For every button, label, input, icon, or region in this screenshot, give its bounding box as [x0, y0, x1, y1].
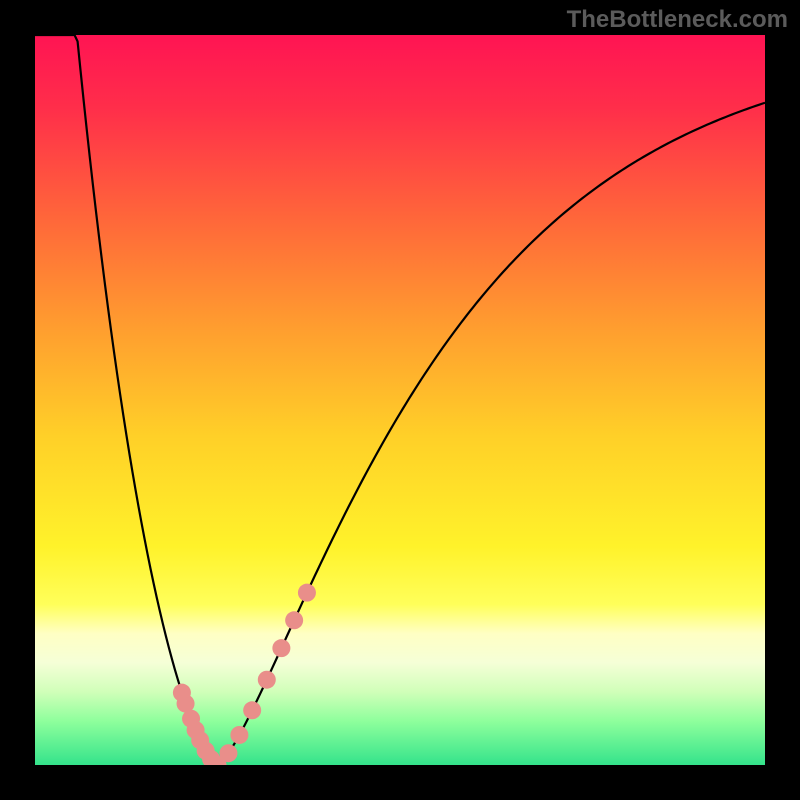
- bottleneck-chart-svg: [35, 35, 765, 765]
- data-marker: [298, 584, 316, 602]
- plot-area: [35, 35, 765, 765]
- data-marker: [243, 701, 261, 719]
- data-marker: [219, 744, 237, 762]
- gradient-background: [35, 35, 765, 765]
- data-marker: [285, 611, 303, 629]
- data-marker: [272, 639, 290, 657]
- watermark-text: TheBottleneck.com: [567, 6, 788, 34]
- data-marker: [230, 726, 248, 744]
- chart-frame: TheBottleneck.com: [0, 0, 800, 800]
- data-marker: [258, 671, 276, 689]
